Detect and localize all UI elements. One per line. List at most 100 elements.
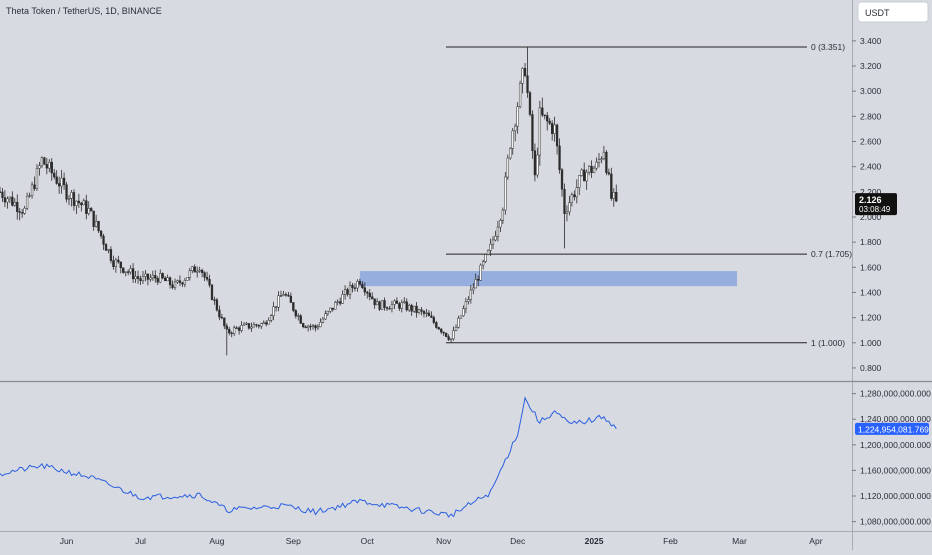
- candle: [521, 67, 524, 94]
- candle: [329, 307, 332, 314]
- candle: [119, 261, 122, 274]
- candle: [109, 246, 113, 264]
- fibonacci-retracement[interactable]: 0 (3.351) 0.7 (1.705) 1 (1.000): [446, 42, 852, 348]
- candle: [25, 192, 29, 211]
- candle-body: [223, 317, 226, 327]
- candle: [427, 310, 431, 317]
- candle: [176, 279, 179, 285]
- candle-body: [119, 261, 122, 269]
- candle-body: [445, 332, 448, 337]
- candle-body: [85, 200, 88, 214]
- candle-body: [440, 328, 443, 333]
- candle: [94, 214, 98, 228]
- candle-body: [72, 192, 76, 206]
- price-tick-label: 2.400: [860, 162, 882, 172]
- candle-body: [570, 194, 574, 203]
- time-tick-label: Feb: [663, 536, 678, 546]
- candle: [277, 291, 280, 312]
- candle-body: [171, 284, 174, 288]
- candle: [16, 194, 19, 220]
- candle-body: [38, 165, 41, 169]
- price-tick-label: 1.800: [860, 237, 882, 247]
- candle: [1, 188, 4, 203]
- candle-body: [459, 315, 463, 319]
- candle: [203, 271, 206, 282]
- candle-body: [60, 177, 63, 187]
- candle-body: [615, 192, 618, 202]
- candle-body: [491, 239, 495, 245]
- candle: [262, 320, 265, 325]
- candle-body: [383, 300, 386, 308]
- candle: [489, 238, 492, 256]
- candle: [154, 270, 157, 283]
- candle-body: [188, 270, 191, 278]
- candle-body: [13, 201, 16, 206]
- candle-body: [260, 323, 263, 327]
- candle-body: [274, 306, 278, 308]
- candle: [518, 80, 522, 109]
- candle-body: [50, 161, 53, 174]
- candle: [570, 192, 574, 207]
- candle: [289, 292, 293, 303]
- fib-level-label: 1 (1.000): [811, 338, 845, 348]
- candle: [341, 290, 344, 304]
- candle-body: [237, 327, 241, 331]
- candle-body: [580, 169, 583, 176]
- candle: [70, 190, 73, 207]
- candle-body: [112, 260, 115, 267]
- currency-button[interactable]: [857, 1, 929, 23]
- candle: [151, 270, 154, 281]
- candle-body: [324, 313, 327, 320]
- candle-body: [551, 123, 554, 134]
- candle: [60, 169, 63, 194]
- candle: [526, 47, 529, 98]
- candle-body: [378, 301, 381, 310]
- candle-body: [467, 299, 470, 302]
- fib-level-label: 0.7 (1.705): [811, 249, 852, 259]
- candle: [353, 283, 357, 292]
- candle-body: [314, 325, 317, 329]
- candle-body: [215, 299, 219, 311]
- candle: [245, 321, 248, 326]
- cap-tick-label: 1,200,000,000.000: [860, 440, 931, 450]
- candle-body: [205, 276, 209, 280]
- candle: [53, 168, 56, 180]
- time-tick-label: 2025: [585, 536, 604, 546]
- candle-body: [430, 315, 433, 318]
- candle-body: [321, 318, 325, 323]
- current-price-label: 2.126: [859, 195, 882, 205]
- candle-body: [225, 325, 228, 330]
- candle: [223, 317, 226, 330]
- candle-body: [297, 315, 300, 317]
- price-tick-label: 1.600: [860, 262, 882, 272]
- candle: [306, 324, 310, 332]
- candle: [326, 310, 329, 316]
- price-scale[interactable]: 3.400 3.200 3.000 2.800 2.600 2.400 2.200 2.000…: [852, 36, 882, 373]
- candle-body: [329, 307, 332, 312]
- candle-body: [164, 277, 167, 282]
- price-tick-label: 3.000: [860, 86, 882, 96]
- candle-body: [417, 309, 421, 313]
- candle: [615, 184, 618, 203]
- candle-body: [420, 309, 423, 312]
- candle: [331, 307, 334, 312]
- time-axis[interactable]: Jun Jul Aug Sep Oct Nov Dec 2025 Feb Mar Apr: [60, 536, 823, 546]
- candle-body: [405, 301, 408, 311]
- demand-zone-rect[interactable]: [359, 271, 738, 287]
- candle-body: [94, 221, 98, 227]
- candle: [156, 276, 159, 285]
- candle-body: [104, 244, 108, 251]
- candle: [186, 277, 189, 281]
- candle-body: [546, 115, 549, 122]
- candle: [425, 308, 428, 318]
- candle-body: [203, 272, 206, 278]
- candle: [583, 162, 586, 182]
- candle-body: [55, 176, 58, 184]
- candle-body: [501, 209, 505, 221]
- candle-body: [90, 208, 93, 212]
- candle-body: [235, 327, 238, 329]
- candle-body: [610, 173, 613, 199]
- candle: [304, 325, 307, 329]
- market-cap-scale[interactable]: 1,280,000,000.000 1,240,000,000.000 1,200,…: [852, 389, 931, 527]
